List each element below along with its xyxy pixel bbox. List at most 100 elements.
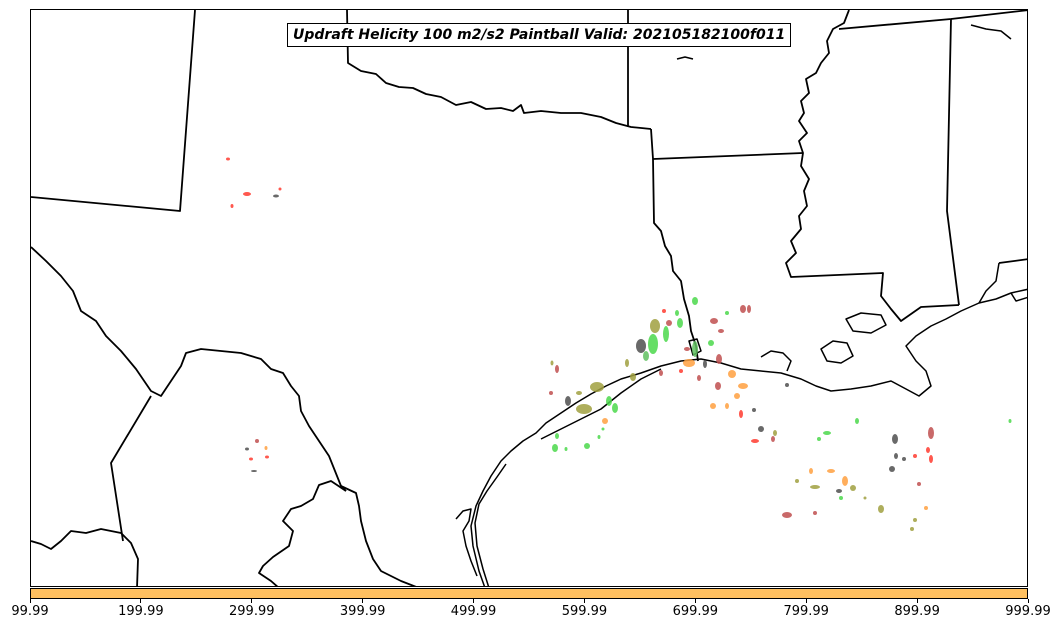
storm-blob	[827, 469, 835, 473]
colorbar-tick	[583, 599, 585, 603]
colorbar-tick	[1027, 599, 1029, 603]
storm-blob	[249, 457, 253, 461]
storm-blob	[675, 310, 679, 316]
colorbar-tick	[140, 599, 142, 603]
storm-blob	[584, 443, 590, 449]
storm-blob	[773, 430, 777, 436]
storm-blob	[809, 468, 813, 474]
al-fl-border	[998, 258, 1027, 264]
storm-blob	[683, 359, 695, 367]
storm-blob	[878, 505, 884, 513]
storm-blob	[692, 341, 698, 357]
storm-blob	[910, 527, 914, 531]
storm-blob	[892, 434, 898, 444]
storm-blob	[684, 347, 690, 351]
colorbar-tick	[694, 599, 696, 603]
colorbar-tick-label: 299.99	[229, 604, 275, 619]
storm-blob	[576, 404, 592, 414]
storm-blob	[850, 485, 856, 491]
storm-blob	[555, 433, 559, 439]
storm-blob	[265, 455, 269, 459]
storm-blob	[612, 403, 618, 413]
storm-blob	[708, 340, 714, 346]
storm-blob	[659, 370, 663, 376]
storm-blob	[251, 470, 257, 472]
colorbar-tick	[362, 599, 364, 603]
storm-blob	[728, 370, 736, 378]
storm-blob	[703, 360, 707, 368]
state-borders	[31, 10, 1027, 586]
storm-blob	[692, 297, 698, 305]
map-canvas	[31, 10, 1027, 586]
galveston-island	[540, 368, 662, 440]
lake-small	[970, 24, 1012, 40]
storm-blob	[929, 455, 933, 463]
coastline	[455, 24, 1027, 586]
red-river-border	[346, 10, 652, 130]
storm-blob	[677, 318, 683, 328]
map-title: Updraft Helicity 100 m2/s2 Paintball Val…	[287, 23, 792, 47]
colorbar-tick-label: 499.99	[450, 604, 497, 619]
storm-blob	[823, 431, 831, 435]
storm-blob	[576, 391, 582, 395]
colorbar-tick	[251, 599, 253, 603]
storm-blob	[597, 435, 601, 439]
storm-blob	[264, 446, 268, 450]
storm-blob	[889, 466, 895, 472]
storm-blob	[643, 351, 649, 361]
colorbar-tick	[805, 599, 807, 603]
mexico-state-1	[31, 528, 139, 586]
storm-blob	[697, 375, 701, 381]
storm-blob	[230, 204, 234, 208]
storm-blob	[894, 453, 898, 459]
storm-blob	[625, 359, 629, 367]
storm-blob	[795, 479, 799, 483]
storm-blob	[928, 427, 934, 439]
storm-blob	[662, 309, 666, 313]
storm-blob	[813, 511, 817, 515]
colorbar-tick	[473, 599, 475, 603]
mississippi-river	[785, 10, 960, 322]
pontchartrain-lake	[845, 312, 887, 334]
storm-blob	[636, 339, 646, 353]
storm-blob	[855, 418, 859, 424]
colorbar-tick	[916, 599, 918, 603]
bay-outline-2	[820, 340, 854, 364]
colorbar-tick-label: 599.99	[561, 604, 608, 619]
storm-blob	[740, 305, 746, 313]
storm-blob	[650, 319, 660, 333]
storm-blob	[1008, 419, 1012, 423]
map-panel: Updraft Helicity 100 m2/s2 Paintball Val…	[30, 9, 1028, 587]
mexico-state-4	[340, 485, 417, 586]
colorbar-tick-label: 999.99	[1005, 604, 1051, 619]
storm-blob	[552, 444, 558, 452]
storm-blob	[601, 427, 605, 431]
storm-blob	[863, 496, 867, 500]
storm-blob	[273, 194, 279, 198]
rio-grande	[31, 246, 347, 492]
storm-blob	[564, 447, 568, 451]
storm-blob	[226, 157, 230, 161]
storm-blob	[715, 382, 721, 390]
storm-blob	[926, 447, 930, 453]
tx-la-border	[652, 158, 699, 362]
colorbar-tick-label: 199.99	[118, 604, 164, 619]
colorbar-tick-label: 699.99	[672, 604, 719, 619]
storm-blob	[648, 334, 658, 354]
storm-blob	[913, 518, 917, 522]
ms-al-border	[946, 18, 960, 306]
storm-blob	[913, 454, 917, 458]
storm-blob	[785, 383, 789, 387]
colorbar-tick-label: 899.99	[894, 604, 940, 619]
barrier-island	[474, 463, 507, 586]
colorbar-tick-label: 799.99	[783, 604, 829, 619]
storm-blob	[758, 426, 764, 432]
storm-blob	[718, 329, 724, 333]
storm-blob	[810, 485, 820, 489]
storm-blob	[630, 373, 636, 381]
storm-blob	[725, 403, 729, 409]
storm-blob	[842, 476, 848, 486]
colorbar-tick-label: 399.99	[339, 604, 386, 619]
nm-tx-border	[31, 10, 196, 212]
